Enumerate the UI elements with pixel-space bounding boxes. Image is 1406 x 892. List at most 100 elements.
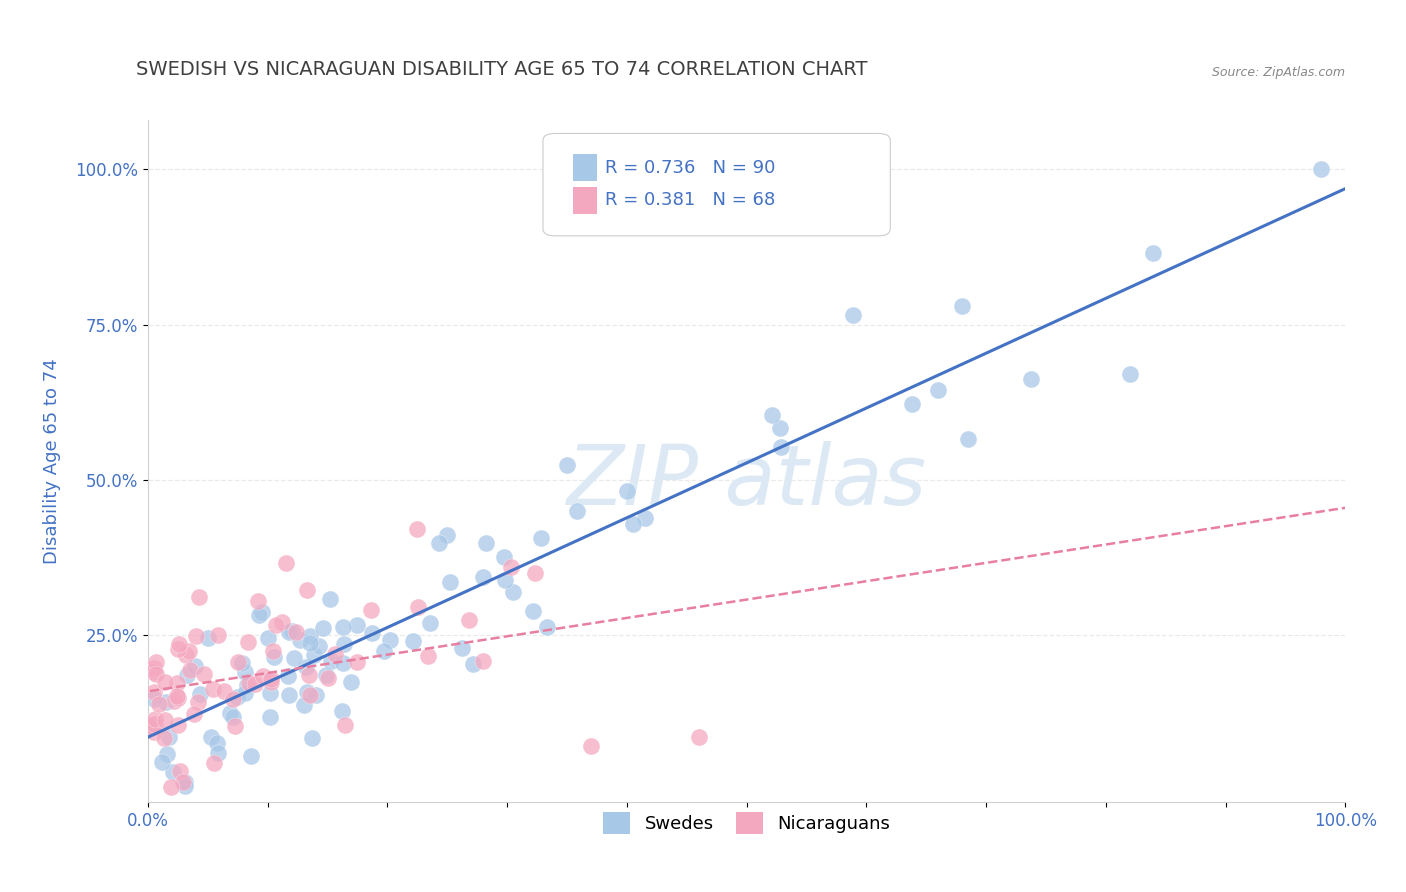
Point — [166, 676, 188, 690]
Point — [174, 774, 197, 789]
Point — [184, 629, 207, 643]
Point — [332, 656, 354, 670]
Point — [956, 432, 979, 446]
Point — [193, 666, 215, 681]
Point — [332, 637, 354, 651]
Point — [1142, 245, 1164, 260]
Point — [315, 668, 337, 682]
Point — [264, 618, 287, 632]
Point — [530, 531, 553, 545]
Point — [565, 503, 588, 517]
Point — [769, 421, 792, 435]
Point — [162, 764, 184, 779]
Point — [150, 755, 173, 769]
Point — [145, 666, 167, 681]
Point — [419, 616, 441, 631]
Point — [494, 574, 516, 588]
Point — [163, 694, 186, 708]
Point — [332, 704, 354, 718]
Point — [256, 632, 278, 646]
Point — [179, 643, 201, 657]
Point — [284, 625, 307, 640]
Point — [288, 633, 311, 648]
Point — [238, 675, 260, 690]
Point — [950, 299, 973, 313]
Point — [501, 560, 523, 574]
Point — [143, 692, 166, 706]
Point — [319, 654, 342, 668]
Point — [298, 688, 321, 702]
Legend: Swedes, Nicaraguans: Swedes, Nicaraguans — [596, 805, 897, 841]
Point — [373, 643, 395, 657]
Point — [166, 690, 188, 704]
Point — [214, 684, 236, 698]
Point — [457, 613, 479, 627]
Point — [148, 697, 170, 711]
Point — [298, 667, 321, 681]
Point — [205, 736, 228, 750]
Point — [346, 655, 368, 669]
Point — [152, 731, 174, 745]
Point — [1310, 162, 1333, 177]
Point — [402, 634, 425, 648]
Point — [236, 635, 259, 649]
Point — [536, 620, 558, 634]
Point — [436, 527, 458, 541]
Text: SWEDISH VS NICARAGUAN DISABILITY AGE 65 TO 74 CORRELATION CHART: SWEDISH VS NICARAGUAN DISABILITY AGE 65 … — [136, 60, 868, 78]
Y-axis label: Disability Age 65 to 74: Disability Age 65 to 74 — [44, 359, 60, 564]
Point — [167, 637, 190, 651]
Point — [305, 688, 328, 702]
Point — [167, 691, 190, 706]
Point — [243, 677, 266, 691]
Point — [142, 717, 165, 731]
Point — [277, 669, 299, 683]
Point — [259, 686, 281, 700]
Point — [157, 730, 180, 744]
Point — [302, 648, 325, 662]
Point — [295, 684, 318, 698]
Point — [323, 648, 346, 662]
Point — [297, 582, 319, 597]
Point — [156, 747, 179, 761]
Point — [173, 779, 195, 793]
Point — [842, 308, 865, 322]
Point — [761, 408, 783, 422]
Point — [634, 511, 657, 525]
FancyBboxPatch shape — [572, 186, 598, 214]
Point — [472, 654, 495, 668]
Point — [463, 657, 485, 671]
Point — [1119, 367, 1142, 381]
Point — [236, 677, 259, 691]
Point — [340, 675, 363, 690]
Point — [188, 687, 211, 701]
Point — [616, 484, 638, 499]
Point — [259, 674, 281, 689]
Point — [769, 440, 792, 454]
Point — [247, 607, 270, 622]
Point — [226, 690, 249, 705]
Point — [188, 591, 211, 605]
Point — [207, 746, 229, 760]
Point — [418, 648, 440, 663]
Text: ZIP atlas: ZIP atlas — [567, 441, 927, 522]
Point — [406, 522, 429, 536]
Point — [312, 621, 335, 635]
Point — [360, 602, 382, 616]
Point — [475, 536, 498, 550]
Point — [143, 665, 166, 680]
Text: Source: ZipAtlas.com: Source: ZipAtlas.com — [1212, 66, 1346, 78]
Text: R = 0.736   N = 90: R = 0.736 N = 90 — [605, 159, 776, 177]
Point — [308, 640, 330, 654]
Point — [439, 574, 461, 589]
Point — [155, 713, 177, 727]
Point — [259, 710, 281, 724]
Point — [224, 719, 246, 733]
Point — [281, 624, 304, 638]
Point — [197, 632, 219, 646]
Point — [263, 649, 285, 664]
Point — [167, 642, 190, 657]
Point — [240, 748, 263, 763]
Point — [274, 557, 297, 571]
Point — [278, 688, 301, 702]
Point — [159, 780, 181, 794]
